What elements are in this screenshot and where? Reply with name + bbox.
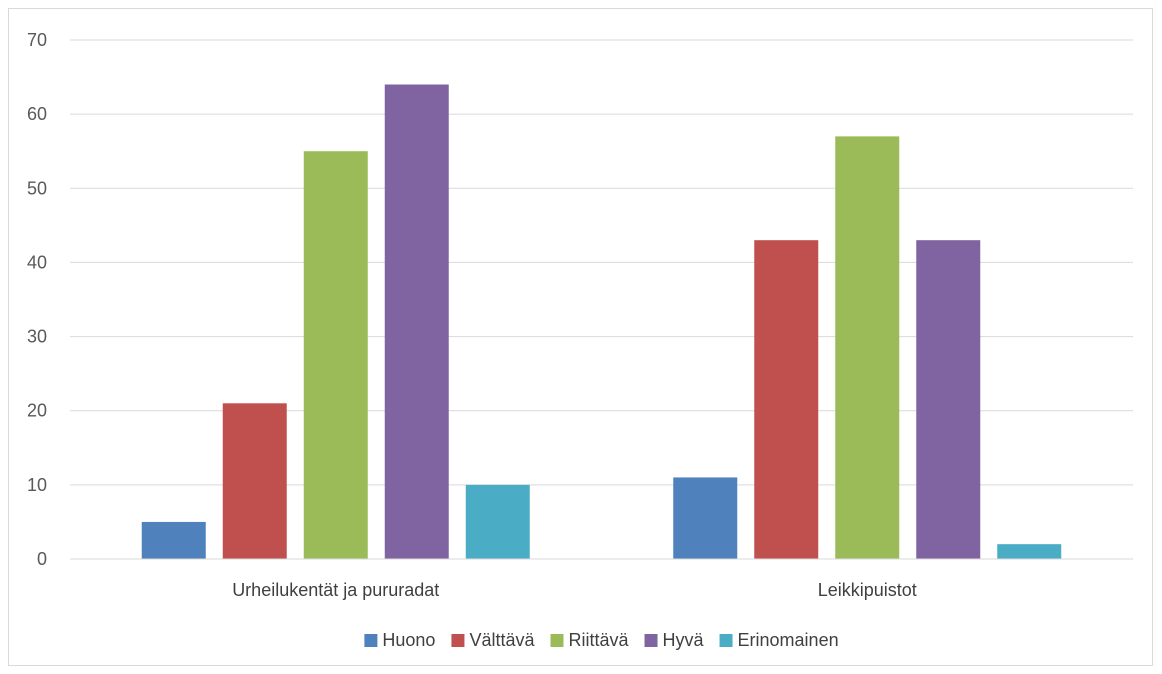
x-category-label: Leikkipuistot (818, 580, 917, 600)
bar-erinomainen-1 (997, 544, 1062, 559)
legend-label: Huono (382, 630, 435, 650)
bar-huono-1 (673, 477, 738, 559)
bar-hyvä-0 (384, 84, 449, 559)
legend-swatch-huono (364, 634, 378, 647)
y-tick-label: 20 (27, 401, 47, 421)
y-axis-ticks: 0 10 20 30 40 50 60 70 (27, 30, 47, 569)
legend-swatch-riittävä (550, 634, 564, 647)
y-tick-label: 60 (27, 104, 47, 124)
bars (141, 84, 1062, 559)
legend-label: Välttävä (469, 630, 535, 650)
bar-riittävä-1 (835, 136, 900, 559)
y-tick-label: 70 (27, 30, 47, 50)
bar-välttävä-0 (222, 403, 287, 559)
legend-label: Riittävä (568, 630, 629, 650)
bar-riittävä-0 (303, 151, 368, 559)
bar-huono-0 (141, 521, 206, 559)
legend-label: Erinomainen (738, 630, 839, 650)
y-tick-label: 0 (37, 549, 47, 569)
legend-swatch-hyvä (644, 634, 658, 647)
bar-hyvä-1 (916, 240, 981, 559)
y-tick-label: 10 (27, 475, 47, 495)
x-category-label: Urheilukentät ja pururadat (232, 580, 439, 600)
y-tick-label: 40 (27, 252, 47, 272)
legend-label: Hyvä (663, 630, 705, 650)
y-tick-label: 50 (27, 178, 47, 198)
bar-erinomainen-0 (465, 484, 530, 559)
legend: Huono Välttävä Riittävä Hyvä Erinomainen (364, 630, 839, 650)
legend-swatch-erinomainen (719, 634, 733, 647)
x-axis-categories: Urheilukentät ja pururadat Leikkipuistot (232, 580, 917, 600)
y-tick-label: 30 (27, 327, 47, 347)
legend-swatch-välttävä (451, 634, 465, 647)
bar-välttävä-1 (754, 240, 819, 559)
